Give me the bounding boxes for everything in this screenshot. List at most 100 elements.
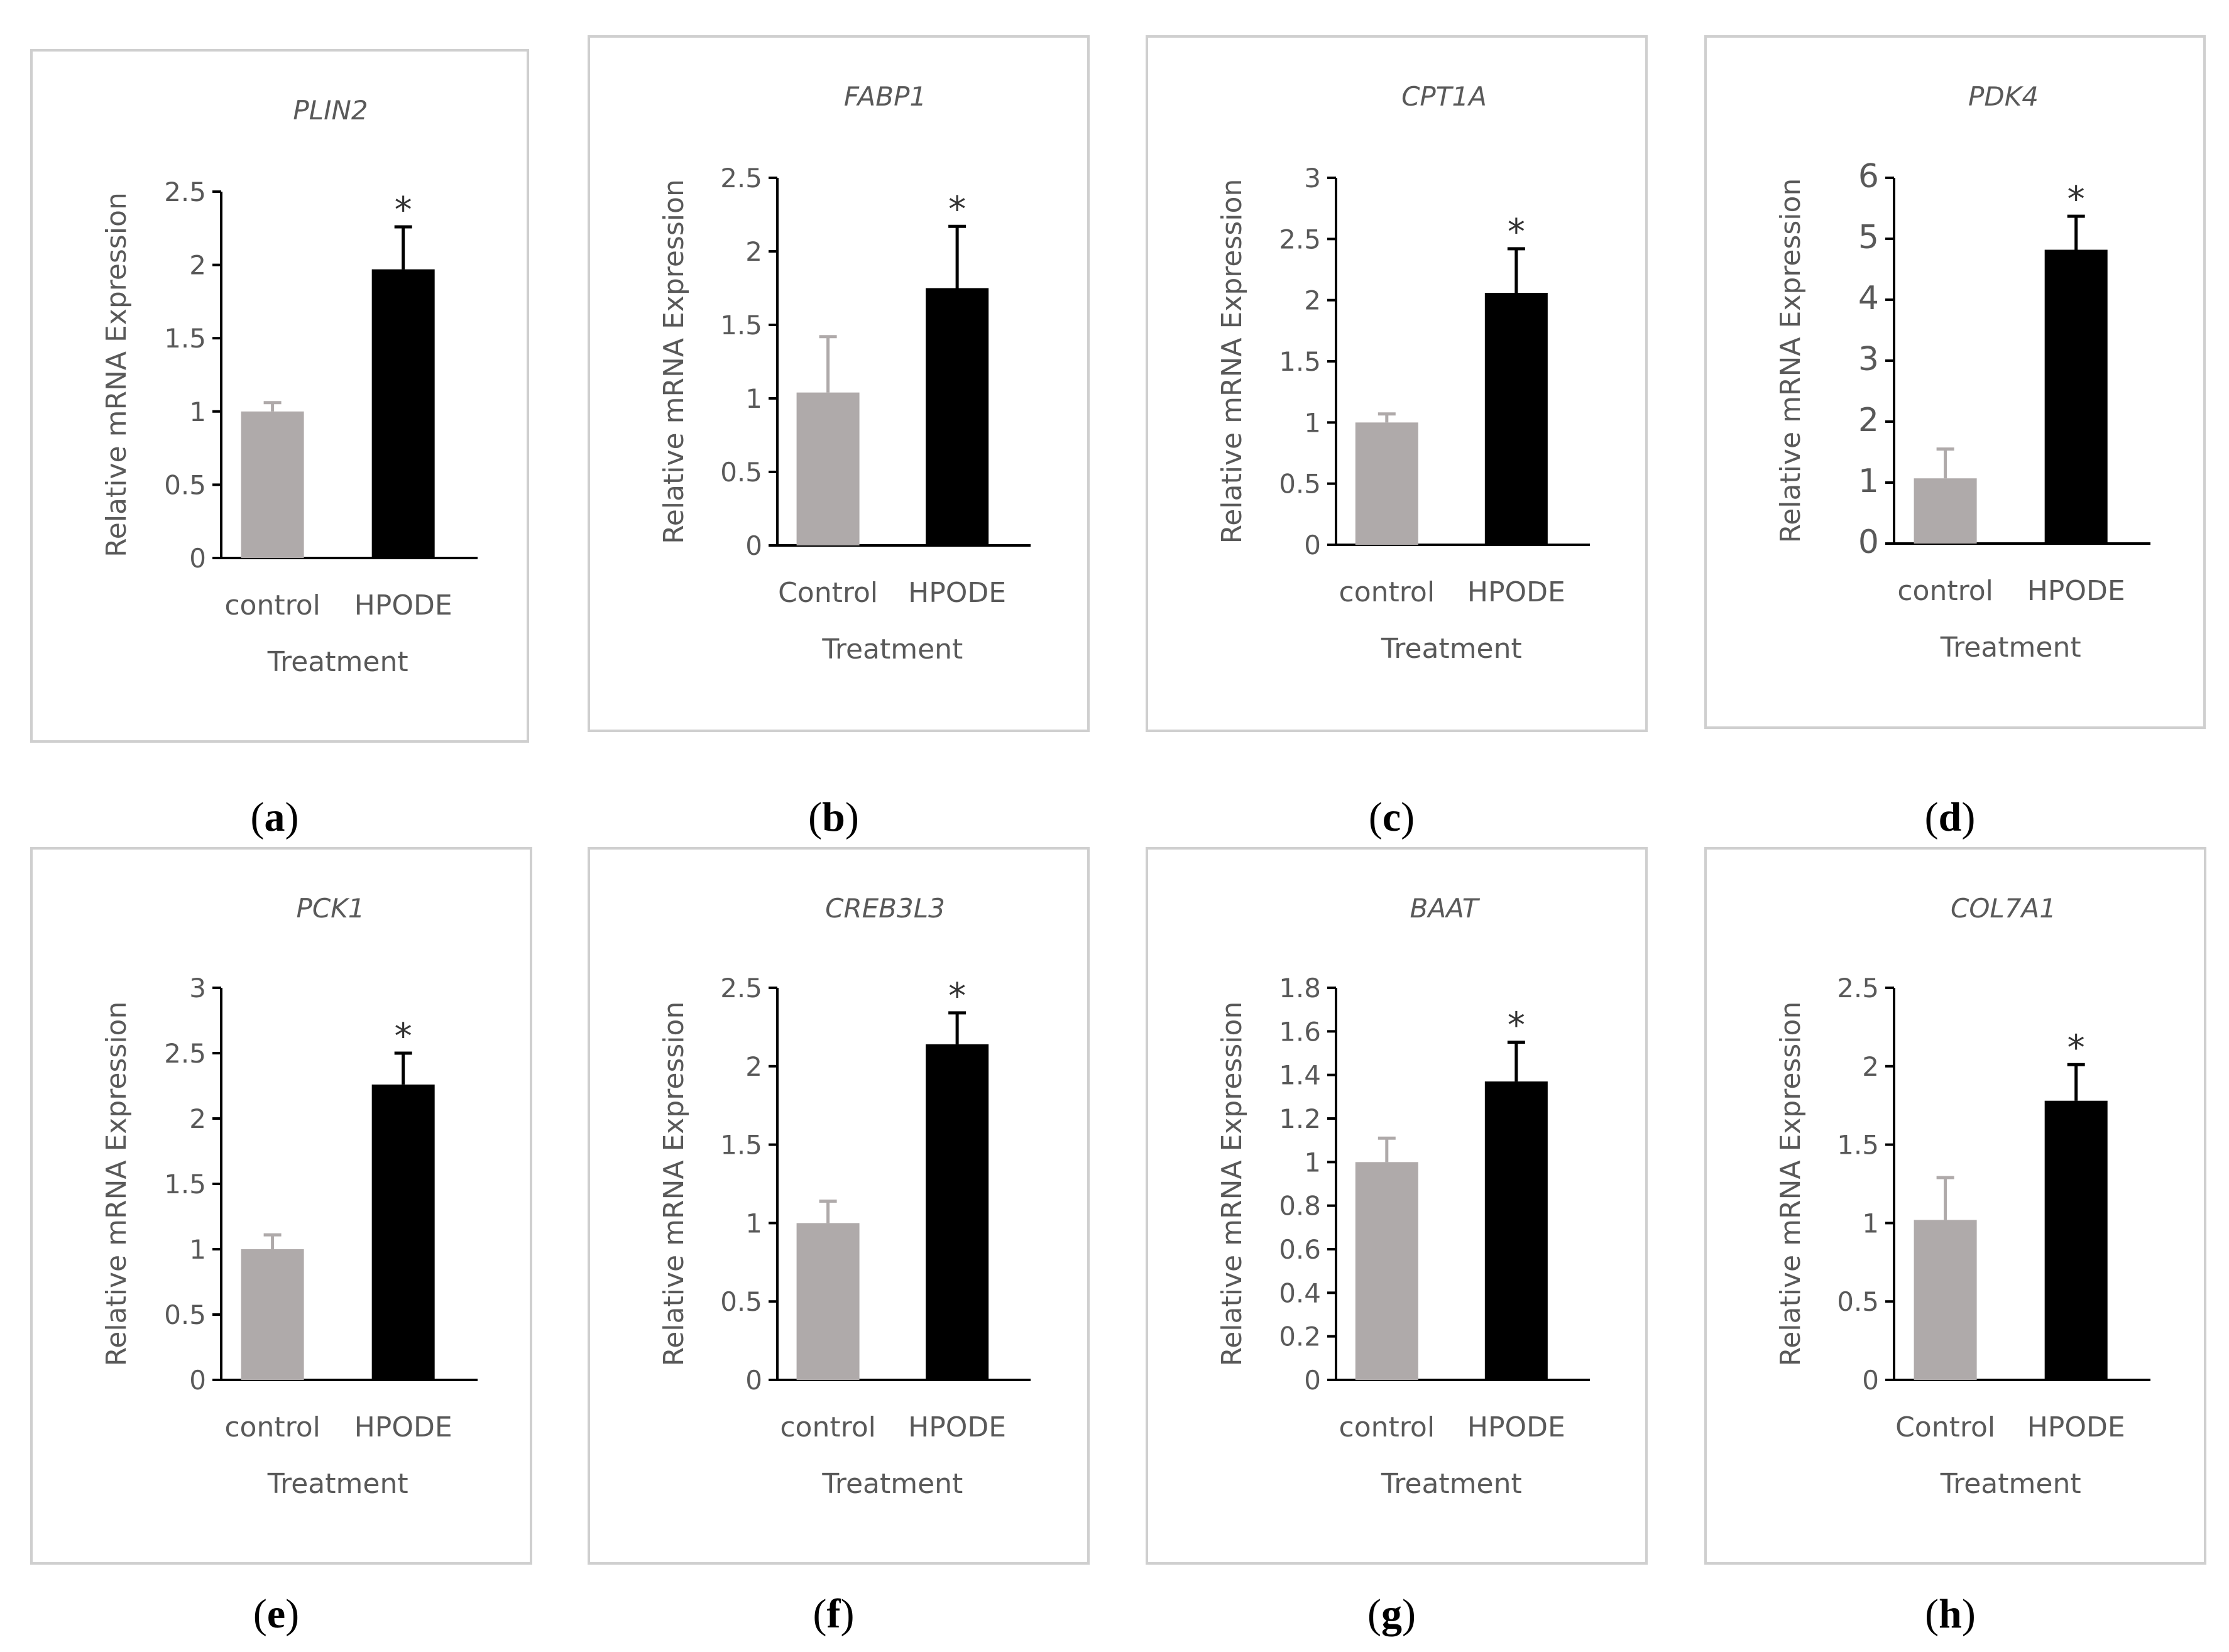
y-tick-label: 2.5 — [164, 177, 206, 207]
gene-title: PCK1 — [297, 893, 365, 924]
x-axis-title: Treatment — [821, 633, 963, 665]
panel-letter: (a) — [251, 794, 299, 840]
y-tick-label: 0.5 — [1279, 469, 1321, 500]
panel-frame — [588, 847, 1090, 1565]
y-tick-label: 3 — [1304, 163, 1321, 194]
y-axis-title: Relative mRNA Expression — [1775, 1002, 1807, 1367]
y-axis-title: Relative mRNA Expression — [1216, 179, 1248, 544]
x-category-label: control — [224, 589, 320, 621]
y-tick-label: 5 — [1858, 219, 1879, 256]
x-category-label: control — [1339, 576, 1435, 608]
panel-f: CREB3L3 0 0.5 1 1.5 2 2.5 Relative mRNA Express… — [588, 847, 1090, 1637]
panel-letter-close: ) — [1402, 1591, 1416, 1637]
x-category-label: control — [1339, 1411, 1435, 1443]
bar-hpode — [926, 1044, 989, 1380]
panel-letter-value: d — [1939, 794, 1962, 840]
bar-hpode — [1484, 292, 1548, 545]
x-category-label: HPODE — [1467, 1411, 1565, 1443]
panel-letter-close: ) — [1401, 794, 1415, 840]
panel-e: PCK1 0 0.5 1 1.5 2 2.5 3 Relative mRNA Expressio… — [30, 847, 532, 1637]
panel-letter-open: ( — [813, 1591, 827, 1637]
panel-letter-value: f — [827, 1591, 841, 1637]
bar-control — [1914, 1220, 1977, 1380]
y-tick-label: 1 — [745, 383, 762, 414]
x-axis-title: Treatment — [267, 646, 408, 678]
bar-hpode — [926, 288, 989, 545]
y-tick-label: 0.5 — [720, 1286, 762, 1317]
y-tick-label: 0.6 — [1279, 1234, 1321, 1265]
y-axis-title: Relative mRNA Expression — [658, 1002, 690, 1367]
significance-marker: * — [395, 190, 412, 231]
significance-marker: * — [948, 976, 966, 1017]
panel-letter-close: ) — [845, 794, 859, 840]
panel-frame — [1704, 35, 2206, 729]
bar-control — [1355, 1162, 1418, 1380]
bar-control — [796, 392, 860, 545]
panel-frame — [30, 847, 532, 1565]
panel-c: CPT1A 0 0.5 1 1.5 2 2.5 3 Relative mRNA Expressi… — [1146, 35, 1648, 840]
panel-d: PDK4 0 1 2 3 4 5 6 Relative mRNA Expression contr… — [1704, 35, 2206, 840]
y-tick-label: 1 — [189, 1234, 206, 1265]
y-tick-label: 1.5 — [1837, 1130, 1879, 1161]
panel-letter-value: c — [1383, 794, 1401, 840]
y-tick-label: 2 — [1858, 402, 1879, 439]
x-category-label: HPODE — [1467, 576, 1565, 608]
y-tick-label: 2 — [1862, 1051, 1879, 1082]
y-tick-label: 0.2 — [1279, 1321, 1321, 1352]
y-tick-label: 1.5 — [720, 310, 762, 341]
panel-h: COL7A1 0 0.5 1 1.5 2 2.5 Relative mRNA Expressi… — [1704, 847, 2206, 1637]
panel-letter: (e) — [253, 1591, 299, 1637]
x-category-label: HPODE — [354, 589, 452, 621]
significance-marker: * — [395, 1016, 412, 1057]
panel-frame — [588, 35, 1090, 732]
gene-title: FABP1 — [844, 81, 926, 112]
bar-hpode — [2044, 249, 2108, 544]
panel-letter-close: ) — [285, 1591, 299, 1637]
x-axis-title: Treatment — [1940, 1468, 2081, 1500]
bar-control — [241, 411, 304, 558]
y-tick-label: 2.5 — [1837, 973, 1879, 1004]
bar-control — [241, 1249, 304, 1380]
y-tick-label: 0.8 — [1279, 1191, 1321, 1222]
y-tick-label: 6 — [1858, 158, 1879, 195]
panel-letter-value: g — [1381, 1591, 1402, 1637]
panel-letter-open: ( — [1369, 794, 1383, 840]
y-tick-label: 1 — [1862, 1208, 1879, 1239]
panel-letter-value: b — [822, 794, 845, 840]
y-axis-title: Relative mRNA Expression — [658, 179, 690, 544]
y-tick-label: 1.5 — [164, 1169, 206, 1200]
panel-letter-open: ( — [1925, 794, 1939, 840]
x-axis-title: Treatment — [821, 1468, 963, 1500]
y-tick-label: 1.8 — [1279, 973, 1321, 1004]
gene-title: BAAT — [1410, 893, 1481, 924]
y-tick-label: 1 — [1858, 462, 1879, 500]
panel-letter: (c) — [1369, 794, 1415, 840]
y-tick-label: 0 — [189, 1365, 206, 1396]
x-category-label: control — [780, 1411, 876, 1443]
panel-letter-open: ( — [251, 794, 265, 840]
bar-hpode — [371, 1084, 435, 1380]
panel-letter-value: a — [265, 794, 285, 840]
y-tick-label: 1.6 — [1279, 1016, 1321, 1047]
panel-letter-close: ) — [285, 794, 299, 840]
y-tick-label: 2 — [745, 1051, 762, 1082]
y-tick-label: 1.5 — [720, 1130, 762, 1161]
y-axis-title: Relative mRNA Expression — [1775, 178, 1807, 544]
significance-marker: * — [2067, 179, 2085, 220]
y-tick-label: 4 — [1858, 280, 1879, 317]
y-axis-title: Relative mRNA Expression — [101, 1002, 133, 1367]
y-tick-label: 0 — [745, 530, 762, 561]
panel-b: FABP1 0 0.5 1 1.5 2 2.5 Relative mRNA Expressio… — [588, 35, 1090, 840]
panel-letter: (f) — [813, 1591, 855, 1637]
bar-control — [1355, 422, 1418, 545]
y-tick-label: 0.5 — [164, 469, 206, 500]
y-tick-label: 0.5 — [1837, 1286, 1879, 1317]
panel-letter-value: h — [1939, 1591, 1962, 1637]
y-tick-label: 2 — [745, 236, 762, 267]
y-tick-label: 0 — [1862, 1365, 1879, 1396]
x-category-label: HPODE — [2027, 575, 2125, 607]
bar-hpode — [2044, 1100, 2108, 1380]
x-category-label: HPODE — [2027, 1411, 2125, 1443]
y-tick-label: 0 — [1304, 1365, 1321, 1396]
y-tick-label: 2 — [189, 250, 206, 281]
